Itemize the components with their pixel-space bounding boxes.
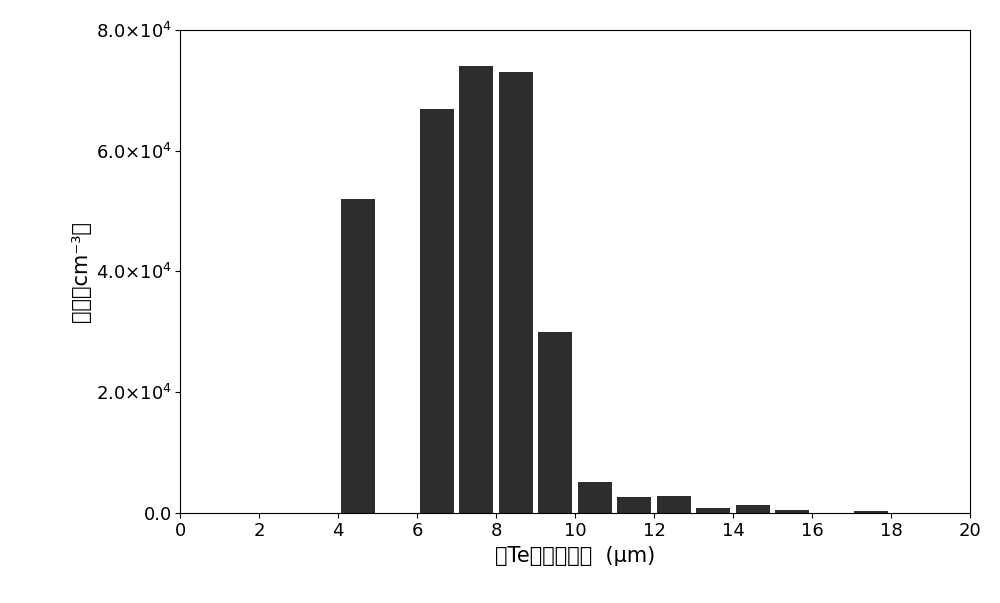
Bar (459, 66, 493, 513)
Bar (617, 497, 651, 513)
Bar (696, 508, 730, 513)
Bar (538, 332, 572, 513)
Bar (420, 109, 454, 513)
Bar (775, 510, 809, 513)
Bar (657, 496, 691, 513)
Bar (341, 199, 375, 513)
Bar (499, 72, 533, 513)
Y-axis label: 密度（cm⁻³）: 密度（cm⁻³） (71, 221, 91, 322)
X-axis label: 察Te相颗粒尺寸  (μm): 察Te相颗粒尺寸 (μm) (495, 546, 655, 566)
Bar (578, 482, 612, 513)
Bar (736, 505, 770, 513)
Bar (854, 511, 888, 513)
